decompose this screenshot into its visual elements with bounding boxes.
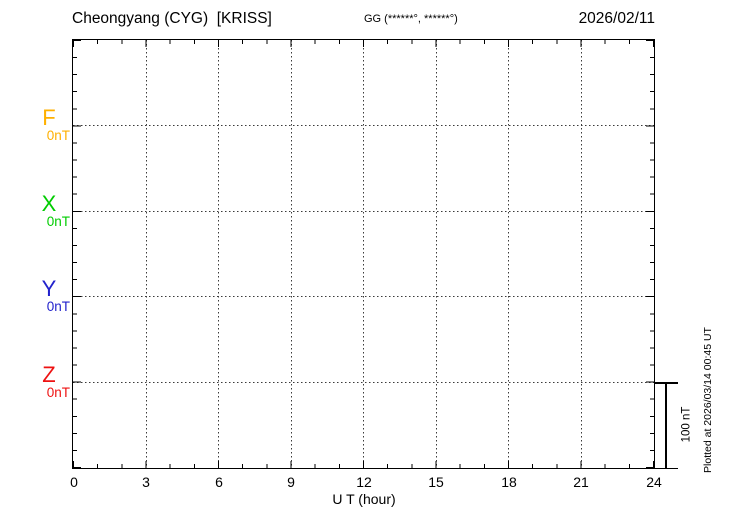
scale-bar-bottom-line xyxy=(655,467,678,469)
component-label-z: Z xyxy=(42,362,56,387)
plotted-at-timestamp: Plotted at 2026/03/14 00:45 UT xyxy=(702,327,714,473)
gridline-21h xyxy=(580,40,582,468)
scale-bar-vertical-line xyxy=(665,382,667,469)
xtick-3: 3 xyxy=(142,474,150,490)
baseline-y xyxy=(73,296,654,297)
component-label-y: Y xyxy=(41,276,57,301)
xtick-24: 24 xyxy=(646,474,662,490)
baseline-x xyxy=(73,211,654,212)
gridline-3h xyxy=(145,40,147,468)
ticks-left-major xyxy=(73,40,81,468)
component-baseline-label-x: 0nT xyxy=(46,214,70,229)
gridline-15h xyxy=(435,40,437,468)
scale-bar-top-line xyxy=(655,382,678,384)
baseline-z xyxy=(73,382,654,383)
xtick-9: 9 xyxy=(287,474,295,490)
observation-date: 2026/02/11 xyxy=(578,10,655,27)
geographic-coordinates: GG (******°, ******°) xyxy=(364,13,458,25)
xtick-15: 15 xyxy=(428,474,444,490)
component-baseline-label-y: 0nT xyxy=(46,299,70,314)
xtick-21: 21 xyxy=(573,474,589,490)
xtick-6: 6 xyxy=(215,474,223,490)
scale-bar-label: 100 nT xyxy=(680,406,693,443)
xtick-0: 0 xyxy=(70,474,78,490)
plot-area xyxy=(72,39,655,469)
component-label-x: X xyxy=(41,191,57,216)
baseline-f xyxy=(73,125,654,126)
station-title: Cheongyang (CYG) [KRISS] xyxy=(72,10,272,27)
component-label-f: F xyxy=(42,105,56,130)
gridline-18h xyxy=(508,40,509,468)
component-baseline-label-z: 0nT xyxy=(46,385,70,400)
gridline-9h xyxy=(290,40,292,468)
x-axis-label: U T (hour) xyxy=(332,491,396,507)
xtick-18: 18 xyxy=(501,474,517,490)
gridline-6h xyxy=(218,40,219,468)
xtick-12: 12 xyxy=(356,474,372,490)
ticks-right-major xyxy=(646,40,654,468)
component-baseline-label-f: 0nT xyxy=(46,128,70,143)
ticks-top-3hourly xyxy=(73,40,654,47)
ticks-bottom-3hourly xyxy=(73,461,654,468)
gridline-12h xyxy=(363,40,364,468)
